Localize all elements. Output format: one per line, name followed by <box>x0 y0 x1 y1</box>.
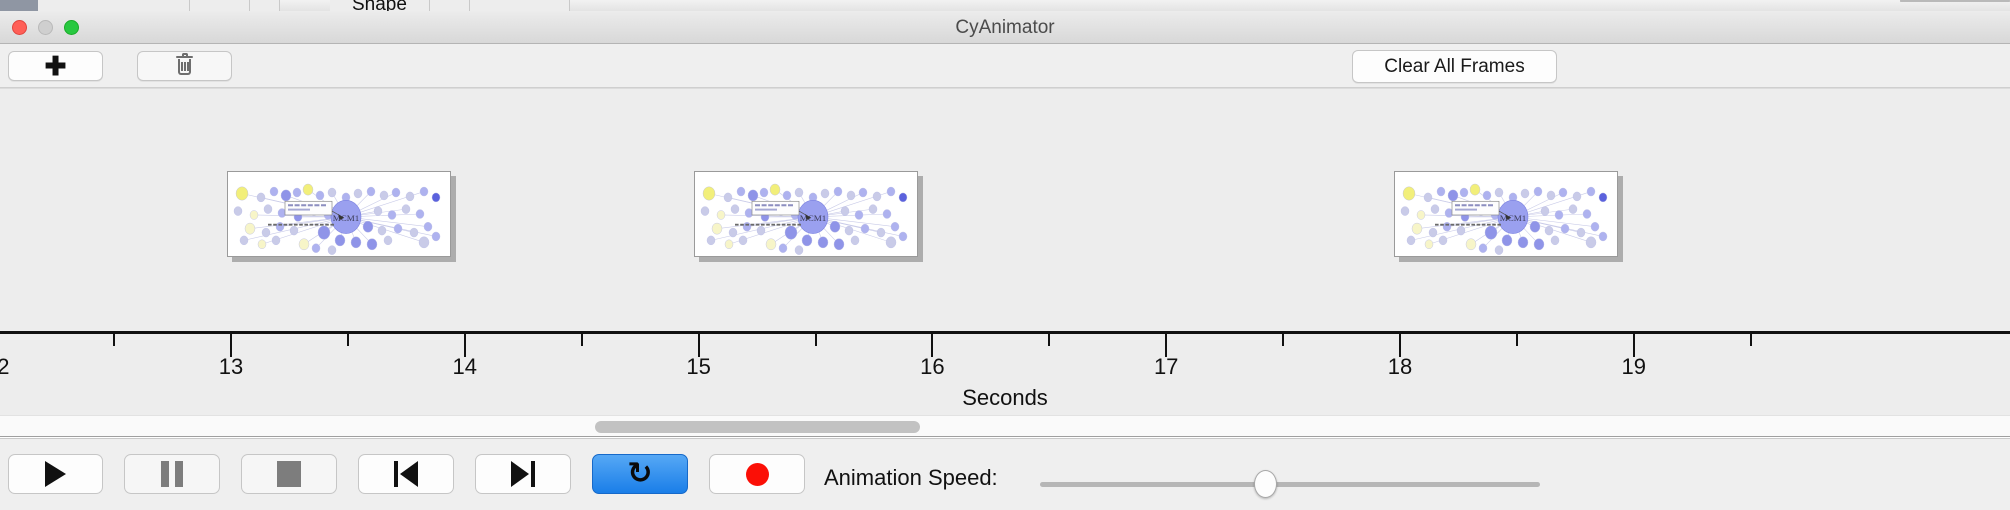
animation-speed-label: Animation Speed: <box>824 465 998 490</box>
skip-back-icon <box>394 461 418 487</box>
axis-tick-major <box>931 334 934 357</box>
bg-segment <box>0 0 38 12</box>
skip-forward-button[interactable] <box>475 454 571 494</box>
svg-text:MCM1: MCM1 <box>1500 213 1526 223</box>
horizontal-scrollbar[interactable] <box>0 415 2010 437</box>
play-icon <box>45 461 66 487</box>
record-icon <box>745 462 769 486</box>
clear-all-frames-button[interactable]: Clear All Frames <box>1352 50 1557 83</box>
frame-thumbnail-1[interactable]: MCM1 <box>227 171 451 257</box>
add-frame-button[interactable]: ✚ <box>8 51 103 81</box>
axis-tick-minor <box>580 334 583 346</box>
axis-tick-minor <box>1749 334 1752 346</box>
traffic-lights <box>12 20 79 35</box>
record-button[interactable] <box>709 454 805 494</box>
minimize-button[interactable] <box>38 20 53 35</box>
axis-tick-minor <box>113 334 116 346</box>
plus-icon: ✚ <box>44 51 67 81</box>
timeline-track: Seconds MCM1 MCM1 MCM1 12 13 14 15 16 17 18 19 <box>0 89 2010 415</box>
axis-tick-major <box>697 334 700 357</box>
skip-forward-icon <box>511 461 535 487</box>
trash-icon <box>176 53 193 76</box>
loop-button[interactable]: ↻ <box>592 454 688 494</box>
bg-segment <box>470 0 570 12</box>
axis-tick-major <box>1165 334 1168 357</box>
axis-tick-label: 13 <box>218 354 244 379</box>
animation-speed-slider[interactable] <box>1040 470 1540 498</box>
background-window-strip: Shape <box>0 0 2010 12</box>
playback-control-bar: ↻ Animation Speed: <box>0 438 2010 510</box>
axis-tick-minor <box>1282 334 1285 346</box>
axis-tick-label: 15 <box>686 354 711 379</box>
axis-tick-label: 17 <box>1153 354 1179 379</box>
bg-segment <box>430 0 470 12</box>
skip-back-button[interactable] <box>358 454 454 494</box>
pause-icon <box>161 461 183 487</box>
axis-tick-label: 19 <box>1621 354 1647 379</box>
axis-title: Seconds <box>962 385 1048 410</box>
bg-window-label: Shape <box>352 0 407 12</box>
svg-text:MCM1: MCM1 <box>333 213 359 223</box>
stop-button[interactable] <box>241 454 337 494</box>
axis-tick-major <box>230 334 232 357</box>
stop-icon <box>277 461 301 487</box>
bg-segment <box>250 0 280 12</box>
loop-icon: ↻ <box>627 456 653 491</box>
toolbar: ✚ Clear All Frames <box>0 44 2010 88</box>
delete-frame-button[interactable] <box>137 51 232 81</box>
timeline-axis <box>0 331 2010 334</box>
close-button[interactable] <box>12 20 27 35</box>
axis-tick-major <box>463 334 466 357</box>
axis-tick-major <box>1399 334 1401 357</box>
bg-segment <box>330 0 430 12</box>
svg-text:MCM1: MCM1 <box>800 213 826 223</box>
maximize-button[interactable] <box>64 20 79 35</box>
bg-segment <box>190 0 250 12</box>
frame-thumbnail-2[interactable]: MCM1 <box>694 171 918 257</box>
window-title: CyAnimator <box>955 17 1055 38</box>
axis-tick-major <box>1632 334 1635 357</box>
timeline-panel[interactable]: Seconds MCM1 MCM1 MCM1 12 13 14 15 16 17 18 19 <box>0 88 2010 415</box>
axis-tick-minor <box>1048 334 1051 346</box>
play-button[interactable] <box>8 454 103 494</box>
frame-thumbnail-3[interactable]: MCM1 <box>1394 171 1618 257</box>
axis-tick-label: 12 <box>0 354 9 380</box>
pause-button[interactable] <box>124 454 220 494</box>
axis-tick-minor <box>346 334 349 346</box>
animation-speed-slider-thumb[interactable] <box>1254 470 1277 498</box>
bg-segment <box>1900 0 2010 12</box>
axis-tick-minor <box>814 334 817 346</box>
axis-tick-label: 18 <box>1387 354 1413 379</box>
scrollbar-thumb[interactable] <box>595 421 920 433</box>
bg-segment <box>38 0 190 12</box>
axis-tick-label: 14 <box>452 354 478 379</box>
axis-tick-minor <box>1515 334 1518 346</box>
axis-tick-label: 16 <box>920 354 945 379</box>
title-bar: CyAnimator <box>0 11 2010 44</box>
